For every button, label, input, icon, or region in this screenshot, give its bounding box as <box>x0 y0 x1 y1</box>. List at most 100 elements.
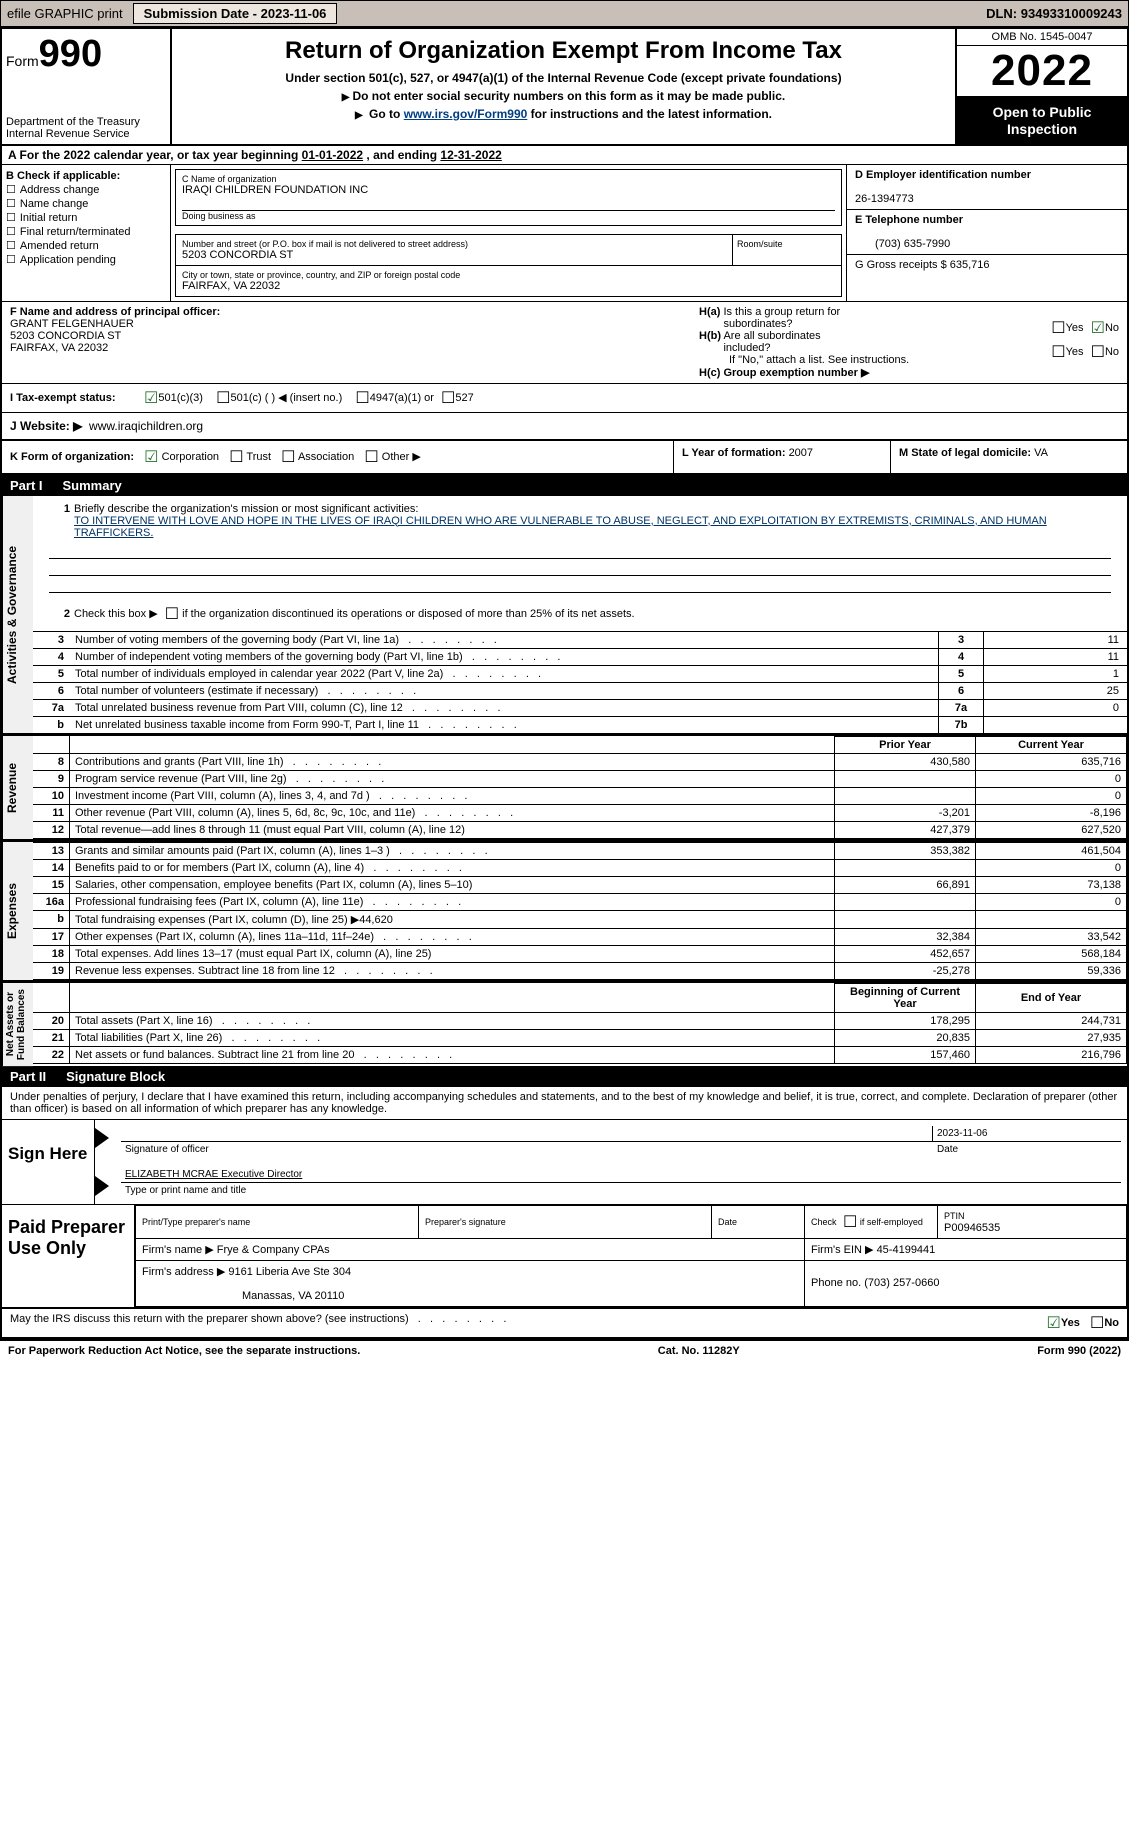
open-inspection-badge: Open to Public Inspection <box>957 98 1127 144</box>
telephone-value: (703) 635-7990 <box>855 238 950 250</box>
side-label-expenses: Expenses <box>2 842 33 980</box>
footer-left: For Paperwork Reduction Act Notice, see … <box>8 1345 360 1357</box>
discuss-row: May the IRS discuss this return with the… <box>2 1309 1127 1339</box>
status-501c[interactable] <box>212 388 230 408</box>
irs-link[interactable]: www.irs.gov/Form990 <box>404 107 528 121</box>
signature-date: 2023-11-06 <box>932 1126 1121 1141</box>
telephone-box: E Telephone number (703) 635-7990 <box>847 210 1127 255</box>
group-h-box: H(a) Is this a group return for subordin… <box>691 302 1127 383</box>
check-application-pending[interactable]: Application pending <box>6 253 166 266</box>
city-state-zip: FAIRFAX, VA 22032 <box>182 280 835 292</box>
preparer-table: Print/Type preparer's name Preparer's si… <box>135 1205 1127 1307</box>
revenue-section: Revenue Prior YearCurrent Year 8Contribu… <box>2 734 1127 840</box>
form-header: Form990 Department of the Treasury Inter… <box>2 29 1127 146</box>
period-begin: 01-01-2022 <box>302 148 363 162</box>
line-4-value: 11 <box>984 648 1128 665</box>
header-left: Form990 Department of the Treasury Inter… <box>2 29 172 144</box>
sign-here-label: Sign Here <box>2 1120 95 1204</box>
revenue-table: Prior YearCurrent Year 8Contributions an… <box>33 736 1127 839</box>
check-initial-return[interactable]: Initial return <box>6 211 166 224</box>
line-7a-value: 0 <box>984 699 1128 716</box>
kform-trust[interactable] <box>225 451 243 463</box>
instruction-1: Do not enter social security numbers on … <box>180 89 947 103</box>
org-name: IRAQI CHILDREN FOUNDATION INC <box>182 184 835 196</box>
part-2-bar: Part II Signature Block <box>2 1066 1127 1087</box>
gross-receipts-box: G Gross receipts $ 635,716 <box>847 255 1127 275</box>
form-title: Return of Organization Exempt From Incom… <box>180 37 947 65</box>
room-suite: Room/suite <box>732 235 841 265</box>
check-discontinued[interactable] <box>161 608 179 620</box>
form-label: Form <box>6 53 39 69</box>
check-final-return[interactable]: Final return/terminated <box>6 225 166 238</box>
kform-other[interactable] <box>360 451 378 463</box>
ha-yes[interactable] <box>1047 322 1065 334</box>
form-number: 990 <box>39 33 102 75</box>
paid-preparer-label: Paid Preparer Use Only <box>2 1205 135 1307</box>
date-label: Date <box>933 1142 1121 1157</box>
form-subtitle: Under section 501(c), 527, or 4947(a)(1)… <box>180 71 947 85</box>
firm-address: 9161 Liberia Ave Ste 304 <box>228 1266 351 1278</box>
header-mid: Return of Organization Exempt From Incom… <box>172 29 957 144</box>
kform-corp[interactable] <box>140 451 158 463</box>
net-assets-table: Beginning of Current YearEnd of Year 20T… <box>33 983 1127 1064</box>
line-5-value: 1 <box>984 665 1128 682</box>
name-column-c: C Name of organization IRAQI CHILDREN FO… <box>171 165 846 301</box>
beginning-year-header: Beginning of Current Year <box>835 983 976 1012</box>
checkbox-column-b: B Check if applicable: Address change Na… <box>2 165 171 301</box>
hc-label: H(c) Group exemption number ▶ <box>699 367 869 379</box>
end-year-header: End of Year <box>976 983 1127 1012</box>
officer-name: GRANT FELGENHAUER <box>10 318 134 330</box>
ptin-value: P00946535 <box>944 1222 1000 1234</box>
side-label-netassets: Net Assets orFund Balances <box>2 983 33 1066</box>
kform-assoc[interactable] <box>277 451 295 463</box>
paid-preparer-row: Paid Preparer Use Only Print/Type prepar… <box>2 1205 1127 1309</box>
form-990-page: Form990 Department of the Treasury Inter… <box>0 27 1129 1341</box>
self-employed-check[interactable] <box>839 1216 857 1228</box>
status-4947[interactable] <box>351 388 369 408</box>
side-label-governance: Activities & Governance <box>2 496 33 733</box>
discuss-yes[interactable] <box>1043 1317 1061 1329</box>
part-1-bar: Part I Summary <box>2 475 1127 496</box>
submission-date-button[interactable]: Submission Date - 2023-11-06 <box>133 3 338 24</box>
status-527[interactable] <box>437 388 455 408</box>
line-3-value: 11 <box>984 631 1128 648</box>
mission-text: TO INTERVENE WITH LOVE AND HOPE IN THE L… <box>74 515 1047 539</box>
signature-of-officer-label: Signature of officer <box>121 1142 933 1157</box>
org-name-box: C Name of organization IRAQI CHILDREN FO… <box>175 169 842 226</box>
instruction-2: Go to www.irs.gov/Form990 for instructio… <box>180 107 947 121</box>
discuss-no[interactable] <box>1086 1317 1104 1329</box>
prior-year-header: Prior Year <box>835 736 976 753</box>
top-bar: efile GRAPHIC print Submission Date - 20… <box>0 0 1129 27</box>
period-end: 12-31-2022 <box>440 148 501 162</box>
header-right: OMB No. 1545-0047 2022 Open to Public In… <box>957 29 1127 144</box>
status-501c3[interactable] <box>140 388 158 408</box>
k-form-row: K Form of organization: Corporation Trus… <box>2 441 1127 475</box>
firm-ein: 45-4199441 <box>877 1244 936 1256</box>
dln-label: DLN: 93493310009243 <box>986 6 1122 21</box>
footer-row: For Paperwork Reduction Act Notice, see … <box>0 1341 1129 1361</box>
hb-no[interactable] <box>1087 346 1105 358</box>
expenses-table: 13Grants and similar amounts paid (Part … <box>33 842 1127 980</box>
ha-no[interactable] <box>1087 322 1105 334</box>
footer-cat-no: Cat. No. 11282Y <box>658 1345 740 1357</box>
omb-number: OMB No. 1545-0047 <box>957 29 1127 46</box>
signature-arrow-icon-2 <box>95 1176 109 1196</box>
current-year-header: Current Year <box>976 736 1127 753</box>
tax-status-row: I Tax-exempt status: 501(c)(3) 501(c) ( … <box>2 384 1127 413</box>
address-box: Number and street (or P.O. box if mail i… <box>175 234 842 297</box>
sign-here-row: Sign Here 2023-11-06 Signature of office… <box>2 1120 1127 1205</box>
hb-yes[interactable] <box>1047 346 1065 358</box>
check-amended-return[interactable]: Amended return <box>6 239 166 252</box>
period-row: A For the 2022 calendar year, or tax yea… <box>2 146 1127 165</box>
net-assets-section: Net Assets orFund Balances Beginning of … <box>2 981 1127 1066</box>
street-address: 5203 CONCORDIA ST <box>182 249 726 261</box>
side-label-revenue: Revenue <box>2 736 33 839</box>
dept-label: Department of the Treasury Internal Reve… <box>6 116 166 140</box>
year-formation: 2007 <box>789 447 813 459</box>
activities-governance-section: Activities & Governance 1 Briefly descri… <box>2 496 1127 734</box>
footer-right: Form 990 (2022) <box>1037 1345 1121 1357</box>
check-name-change[interactable]: Name change <box>6 197 166 210</box>
website-row: J Website: ▶ www.iraqichildren.org <box>2 413 1127 441</box>
name-title-label: Type or print name and title <box>121 1183 250 1198</box>
check-address-change[interactable]: Address change <box>6 183 166 196</box>
